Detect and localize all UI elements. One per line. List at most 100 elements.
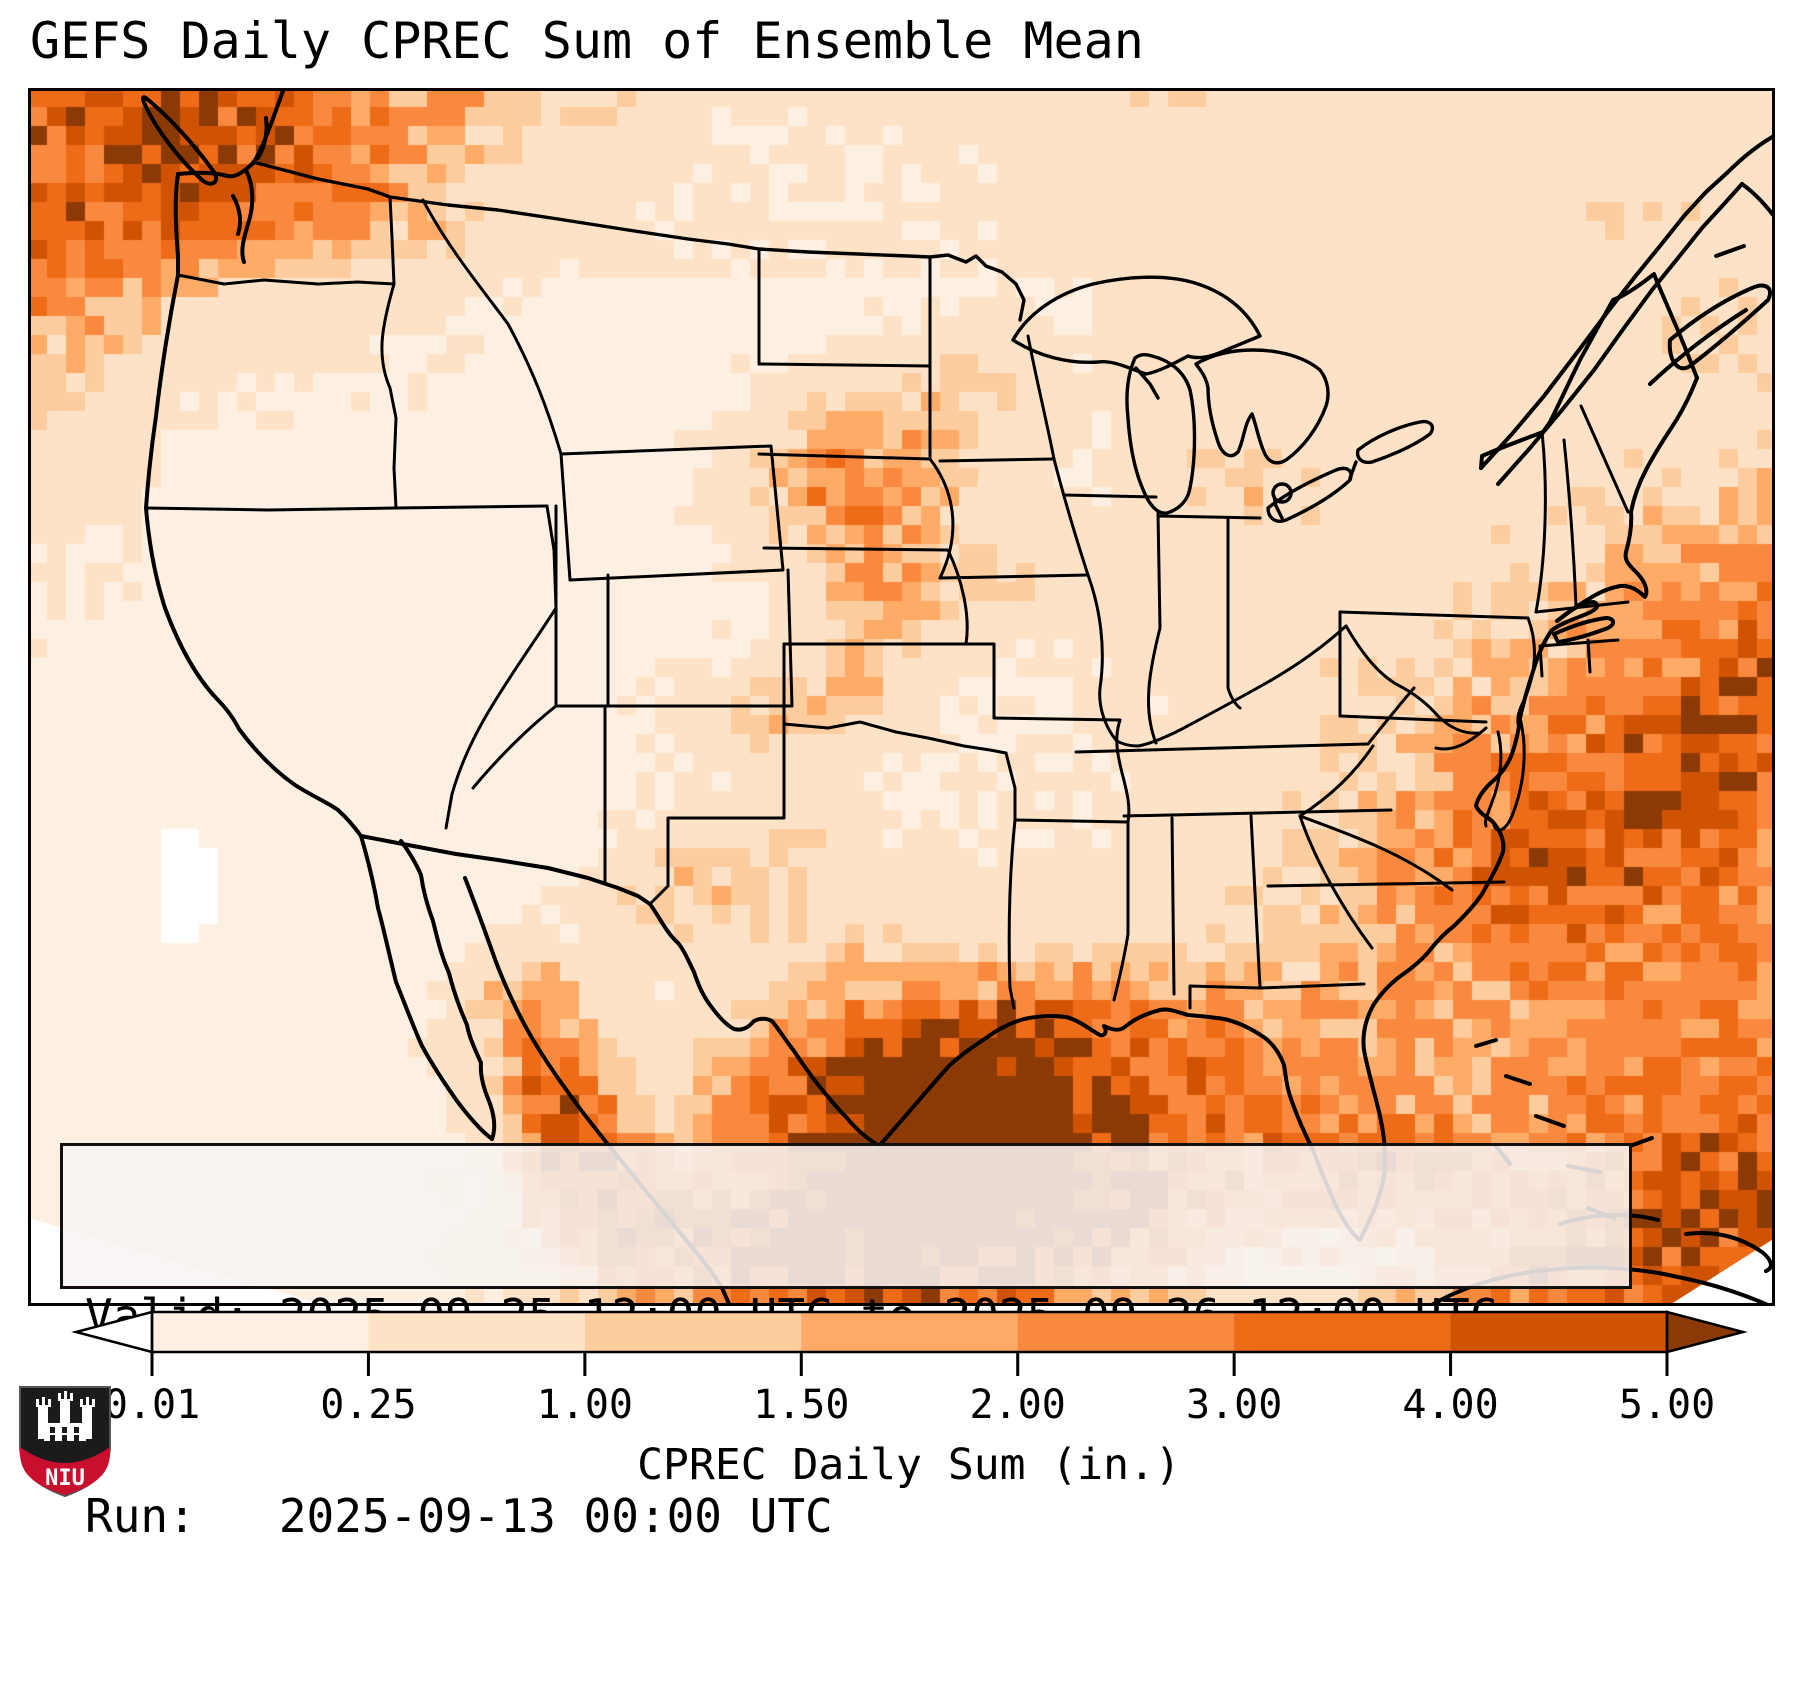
state-boundaries: [144, 195, 1630, 1010]
colorbar-tick-label: 2.00: [969, 1382, 1066, 1428]
coastlines: [141, 88, 1775, 1306]
lake-ontario: [1348, 419, 1435, 480]
lake-huron: [1194, 348, 1330, 465]
niu-logo-text: NIU: [45, 1466, 85, 1491]
colorbar-segment: [368, 1312, 586, 1352]
ohio-river: [1114, 624, 1348, 748]
va-nc-border: [1266, 880, 1506, 888]
ar-la-border: [1013, 818, 1130, 824]
ne-ks-border: [762, 546, 950, 552]
nv-az-border: [471, 704, 558, 790]
colorbar-tick-label: 0.01: [103, 1382, 201, 1428]
lake-st-clair: [1271, 482, 1293, 520]
new-england-coast: [1555, 376, 1699, 623]
ia-mo-border: [938, 573, 1090, 580]
colorbar-tick-label: 1.50: [753, 1382, 850, 1428]
colorado-borders: [603, 568, 794, 708]
colorbar-tick-label: 3.00: [1185, 1382, 1283, 1428]
tx-la-ar-border: [1004, 751, 1017, 1010]
lake-erie: [1266, 466, 1353, 523]
colorbar-segment: [1234, 1312, 1452, 1352]
puget-sound-coast: [231, 168, 255, 264]
ar-ms-river-border: [1115, 718, 1131, 824]
pa-borders: [1338, 610, 1530, 724]
chesapeake-delmarva: [1484, 716, 1526, 832]
baja-california-coast: [359, 834, 497, 1141]
mo-ks-border: [946, 548, 969, 646]
or-ca-nv-border: [144, 504, 549, 512]
sd-ne-border: [757, 452, 932, 461]
ky-va-border: [1366, 686, 1416, 746]
tx-panhandle-nm: [648, 642, 786, 906]
us-canada-border: [251, 160, 1026, 322]
ms-al-border: [1170, 816, 1176, 996]
mi-in-oh-border: [1156, 514, 1262, 520]
nc-sc-border: [1298, 814, 1454, 892]
weather-map-figure: { "title": "GEFS Daily CPREC Sum of Ense…: [0, 12, 1803, 1544]
colorbar-tick-label: 5.00: [1618, 1382, 1716, 1428]
colorbar-tick-label: 0.25: [320, 1382, 417, 1428]
sc-ga-border: [1298, 814, 1374, 950]
bc-coast: [252, 88, 286, 164]
ky-tn-border: [1074, 742, 1370, 754]
colorbar-segment: [584, 1312, 802, 1352]
projection-cut-right: [1668, 1238, 1775, 1306]
lake-superior: [1011, 275, 1262, 376]
colorbar-tick-label: 1.00: [536, 1382, 633, 1428]
st-lawrence-river: [1479, 170, 1744, 486]
lake-michigan: [1125, 352, 1197, 515]
valid-run-info-box: Valid: 2025-09-25 12:00 UTC to 2025-09-2…: [60, 1143, 1632, 1543]
colorbar-over-arrow: [1665, 1310, 1748, 1354]
missouri-river-ne-ia: [928, 457, 955, 580]
niu-castle-icon: [36, 1391, 95, 1441]
potomac-md-va: [1434, 726, 1488, 751]
colorbar-tick-label: 4.00: [1402, 1382, 1499, 1428]
mo-ar-border: [992, 716, 1122, 722]
il-in-border: [1146, 511, 1162, 745]
ma-ct-ri-borders: [1534, 600, 1630, 678]
nd-sd-border: [757, 362, 932, 368]
us-mexico-border: [359, 834, 881, 1148]
ia-mn-border: [938, 457, 1056, 463]
wv-va-border: [1344, 624, 1480, 735]
ut-az-nm-border: [554, 573, 610, 885]
wa-or-border: [176, 273, 396, 286]
colorbar-segment: [801, 1312, 1019, 1352]
ga-fl-border: [1188, 982, 1366, 1010]
mississippi-river: [1026, 334, 1118, 742]
colorbar-segment: [152, 1312, 370, 1352]
idaho-west-border: [380, 195, 398, 510]
ny-vt-border: [1534, 430, 1547, 614]
long-island-coast: [1552, 616, 1615, 644]
nj-delaware-river: [1516, 616, 1536, 730]
canada-border-and-lakes: [251, 160, 1435, 523]
boundaries-overlay: [28, 88, 1775, 1306]
gaspe-coast: [1726, 134, 1775, 218]
tn-nc-border: [1298, 744, 1375, 818]
figure-title: GEFS Daily CPREC Sum of Ensemble Mean: [30, 12, 1144, 70]
colorbar-ticks: [150, 1352, 1669, 1376]
niu-logo: NIU: [19, 1386, 111, 1498]
nh-me-border: [1579, 404, 1630, 514]
colorbar-segment: [1017, 1312, 1235, 1352]
la-ms-border: [1112, 820, 1130, 1002]
idaho-montana-border: [421, 198, 563, 456]
tn-south-border: [1122, 808, 1393, 818]
niu-ribbon: [20, 1447, 110, 1495]
colorbar: [71, 1310, 1748, 1376]
al-ga-border: [1249, 814, 1262, 990]
wyoming-borders: [559, 444, 785, 582]
colorbar-outline: [150, 1310, 1669, 1354]
colorbar-under-arrow: [71, 1310, 154, 1354]
run-line: Run: 2025-09-13 00:00 UTC: [85, 1489, 833, 1544]
vt-nh-border: [1562, 438, 1578, 608]
colorbar-tick-labels: 0.01 0.25 1.00 1.50 2.00 3.00 4.00 5.00: [0, 1382, 1803, 1434]
nova-scotia-coast: [1648, 244, 1772, 386]
pacific-coast: [144, 160, 363, 838]
precipitation-grid-canvas: [28, 88, 1775, 1306]
wi-il-border: [1062, 493, 1158, 499]
red-river-ok-tx: [782, 720, 1008, 755]
vancouver-island-coast: [141, 95, 219, 186]
map-panel: Valid: 2025-09-25 12:00 UTC to 2025-09-2…: [28, 88, 1775, 1543]
colorbar-axis-label: CPREC Daily Sum (in.): [637, 1440, 1181, 1490]
